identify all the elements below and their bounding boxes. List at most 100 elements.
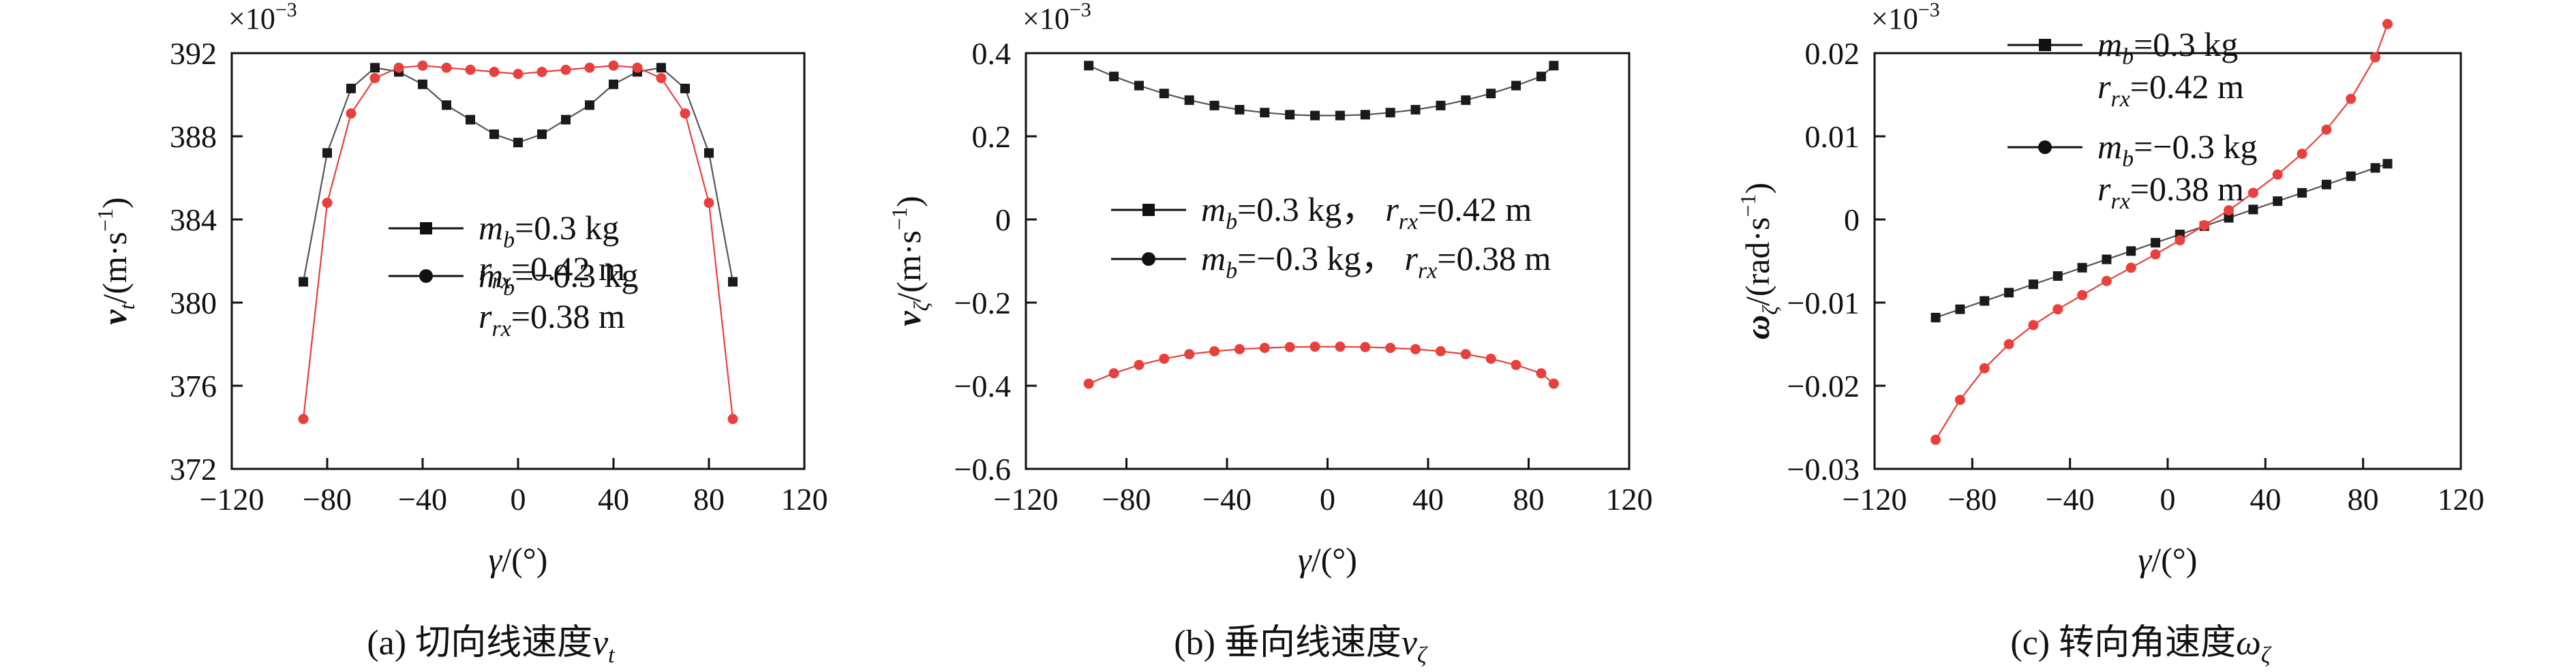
data-point — [1549, 61, 1559, 71]
data-point — [1385, 342, 1396, 353]
data-point — [2150, 249, 2161, 260]
plot-frame — [1873, 52, 2462, 470]
data-point — [322, 148, 332, 158]
data-point — [513, 138, 523, 148]
data-point — [1410, 343, 1421, 354]
data-point — [1284, 341, 1295, 352]
legend-marker-square — [2039, 39, 2051, 51]
x-tick-label: 120 — [781, 482, 828, 517]
data-point — [2346, 171, 2356, 181]
y-tick-label: −0.4 — [954, 369, 1011, 403]
data-point — [1234, 343, 1245, 354]
data-point — [1084, 61, 1094, 71]
data-point — [299, 277, 308, 287]
x-tick-label: 0 — [511, 482, 526, 517]
y-axis-label: vζ/(m·s−1) — [887, 196, 933, 326]
data-point — [2028, 320, 2039, 331]
y-axis-label: ωζ/(rad·s−1) — [1736, 183, 1782, 339]
y-tick-label: 388 — [170, 119, 217, 154]
data-point — [2224, 205, 2234, 216]
data-point — [2382, 18, 2393, 29]
data-point — [560, 64, 571, 75]
data-point — [465, 64, 476, 75]
data-point — [1385, 108, 1395, 118]
x-tick-label: 80 — [1513, 482, 1545, 517]
x-axis-label: γ/(°) — [2138, 540, 2198, 579]
axis-multiplier: ×10−3 — [1871, 0, 1940, 35]
chart-caption: (b) 垂向线速度vζ — [1174, 624, 1428, 668]
data-point — [466, 114, 475, 125]
data-point — [703, 198, 714, 209]
data-point — [2052, 304, 2063, 315]
y-tick-label: 376 — [170, 369, 217, 403]
data-point — [2101, 275, 2112, 286]
data-point — [2321, 179, 2331, 189]
y-tick-label: −0.02 — [1787, 369, 1860, 403]
y-tick-label: 0 — [995, 202, 1011, 237]
legend-label-cont: rrx=0.38 m — [2097, 170, 2244, 214]
legend-marker-square — [420, 222, 432, 234]
y-tick-label: 0 — [1844, 202, 1860, 237]
x-tick-label: −120 — [200, 482, 264, 517]
series-square — [1084, 61, 1559, 121]
legend-label: mb=−0.3 kg — [479, 256, 639, 301]
data-point — [1234, 104, 1245, 114]
x-tick-label: 120 — [2438, 482, 2485, 517]
data-point — [1486, 89, 1496, 99]
data-point — [1184, 95, 1194, 105]
data-point — [1310, 110, 1320, 121]
data-point — [585, 100, 594, 110]
data-point — [1285, 110, 1295, 120]
data-point — [2077, 262, 2087, 273]
data-point — [1259, 342, 1270, 353]
data-point — [608, 60, 619, 71]
data-point — [2370, 163, 2380, 173]
legend-marker-circle — [1142, 252, 1155, 266]
x-tick-label: −120 — [994, 482, 1059, 517]
legend-marker-square — [1142, 204, 1155, 216]
data-point — [2004, 288, 2014, 298]
chart-panel-b: −120 −80 −40 0 40 80 120 −0.6 −0.4 −0.2 0 0.2 0.4 ×10… — [887, 0, 1653, 668]
data-point — [1083, 378, 1094, 389]
legend-label: mb=−0.3 kg — [2097, 127, 2258, 172]
y-tick-label: 372 — [170, 452, 217, 487]
data-point — [1436, 100, 1446, 110]
data-point — [2247, 187, 2258, 198]
data-point — [346, 108, 357, 119]
data-point — [442, 100, 451, 110]
x-tick-label: 120 — [1606, 482, 1653, 517]
x-tick-label: 0 — [1320, 482, 1335, 517]
data-point — [513, 69, 524, 79]
data-point — [1109, 72, 1119, 82]
x-tick-label: −80 — [1102, 482, 1151, 517]
data-point — [1435, 346, 1446, 356]
data-point — [727, 414, 738, 425]
chart-panel-a: −120 −80 −40 0 40 80 120 372 376 380 384 388 392 ×10−… — [93, 0, 828, 668]
x-tick-label: −40 — [2046, 482, 2095, 517]
y-tick-label: 384 — [170, 202, 217, 237]
data-point — [1536, 72, 1546, 82]
data-point — [728, 277, 738, 287]
data-point — [2297, 149, 2307, 159]
data-point — [1979, 363, 1990, 373]
y-tick-label: 392 — [170, 36, 217, 71]
legend-label-cont: rrx=0.42 m — [2097, 67, 2244, 112]
legend-label: mb=−0.3 kg， rrx=0.38 m — [1201, 239, 1551, 284]
data-point — [1536, 368, 1547, 379]
data-point — [704, 148, 714, 158]
data-point — [1335, 341, 1346, 352]
chart-caption: (c) 转向角速度ωζ — [2010, 624, 2271, 668]
x-tick-label: −40 — [398, 482, 447, 517]
data-point — [656, 73, 667, 84]
data-point — [2297, 187, 2307, 198]
series-circle — [1930, 18, 2393, 445]
x-tick-label: 40 — [598, 482, 629, 517]
data-point — [2003, 339, 2014, 350]
data-point — [393, 62, 404, 73]
data-point — [1511, 360, 1521, 370]
data-point — [1511, 80, 1521, 91]
data-point — [1930, 434, 1941, 445]
data-point — [632, 62, 643, 73]
data-point — [1309, 341, 1320, 352]
